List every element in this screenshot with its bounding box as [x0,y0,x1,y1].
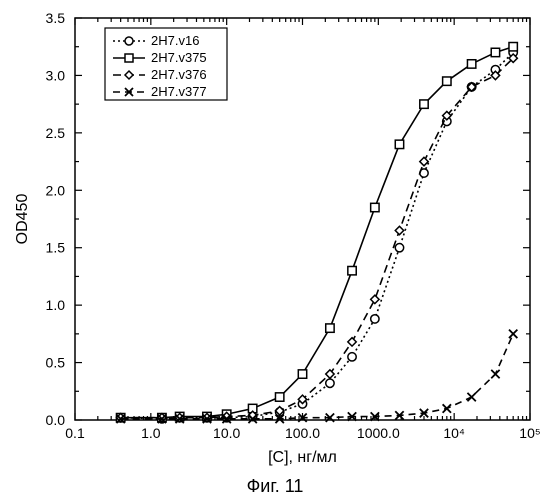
svg-text:1.0: 1.0 [46,297,66,313]
svg-text:3.0: 3.0 [46,67,66,83]
svg-text:2.5: 2.5 [46,125,66,141]
svg-text:1000.0: 1000.0 [357,425,400,441]
svg-text:10⁵: 10⁵ [519,425,540,441]
legend-item: 2H7.v16 [151,33,199,48]
svg-text:1.0: 1.0 [141,425,161,441]
svg-text:3.5: 3.5 [46,10,66,26]
svg-text:0.5: 0.5 [46,355,66,371]
series-2H7.v377 [116,330,517,423]
legend-item: 2H7.v376 [151,67,207,82]
legend-item: 2H7.v375 [151,50,207,65]
series-2H7.v376 [116,54,517,422]
chart-svg: 0.1 1.0 10.0 100.0 1000.0 10⁴ 10⁵ 0.0 0.5 1.0 1.5 2… [0,0,550,500]
svg-text:10.0: 10.0 [213,425,240,441]
y-axis-label: OD450 [14,194,31,245]
svg-text:1.5: 1.5 [46,240,66,256]
svg-text:2.0: 2.0 [46,182,66,198]
x-axis-label: [C], нг/мл [268,449,337,466]
figure-caption: Фиг. 11 [247,476,304,496]
legend-item: 2H7.v377 [151,84,207,99]
svg-text:0.0: 0.0 [46,412,66,428]
svg-text:100.0: 100.0 [285,425,320,441]
svg-text:10⁴: 10⁴ [443,425,465,441]
svg-text:0.1: 0.1 [65,425,85,441]
